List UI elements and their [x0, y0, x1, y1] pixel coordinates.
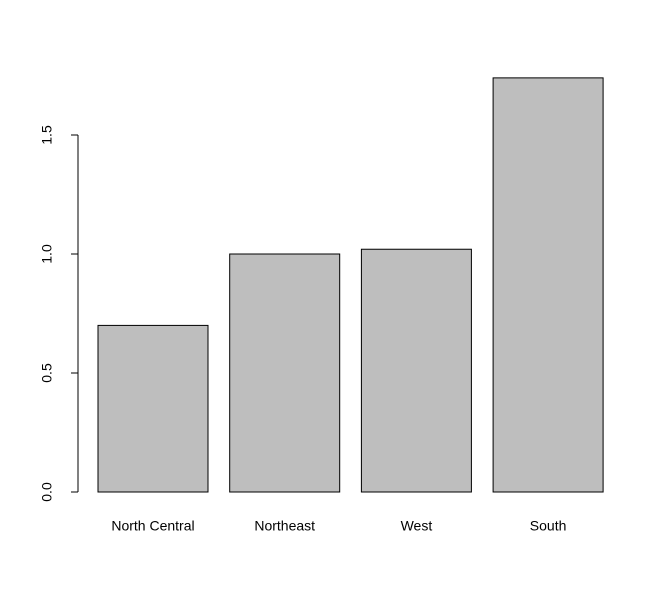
y-tick-label: 1.0 [39, 244, 55, 264]
bar [97, 324, 209, 493]
x-tick-label: South [530, 518, 567, 534]
y-tick-label: 0.0 [39, 482, 55, 502]
x-tick-label: North Central [111, 518, 194, 534]
bar [229, 253, 341, 493]
bar [360, 248, 472, 493]
x-tick-label: West [401, 518, 433, 534]
y-tick-label: 0.5 [39, 363, 55, 383]
bar [492, 77, 604, 493]
x-tick-label: Northeast [254, 518, 315, 534]
y-tick-label: 1.5 [39, 125, 55, 145]
